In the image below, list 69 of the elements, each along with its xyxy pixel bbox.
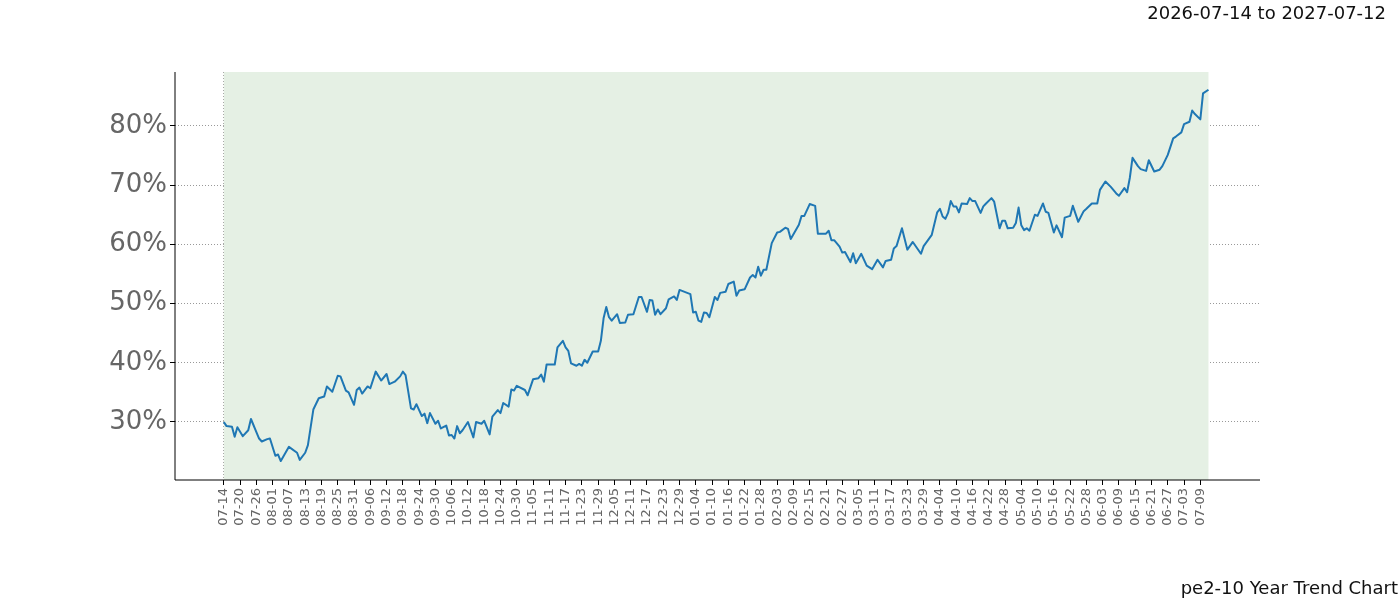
- x-tick-label: 11-29: [589, 488, 605, 526]
- x-tick-label: 09-06: [361, 488, 377, 526]
- x-tick-label: 12-17: [638, 488, 654, 526]
- x-tick-label: 03-11: [866, 488, 882, 526]
- x-tick-label: 07-20: [231, 488, 247, 526]
- x-tick-label: 09-24: [410, 488, 426, 526]
- y-tick-label: 40%: [109, 345, 167, 376]
- x-tick-label: 10-30: [508, 488, 524, 526]
- x-tick-label: 05-28: [1077, 488, 1093, 526]
- x-tick-label: 04-28: [996, 488, 1012, 526]
- x-tick-label: 07-03: [1175, 488, 1191, 526]
- y-tick-label: 60%: [109, 227, 167, 258]
- x-tick-label: 06-21: [1142, 488, 1158, 526]
- x-tick-label: 03-05: [849, 488, 865, 526]
- x-tick-label: 04-04: [931, 488, 947, 526]
- x-tick-label: 10-06: [443, 488, 459, 526]
- y-tick-label: 70%: [109, 167, 167, 198]
- x-tick-label: 03-23: [898, 488, 914, 526]
- x-tick-label: 08-13: [296, 488, 312, 526]
- x-tick-label: 09-18: [394, 488, 410, 526]
- x-tick-label: 12-11: [622, 488, 638, 526]
- x-tick-label: 02-15: [801, 488, 817, 526]
- x-tick-label: 06-03: [1094, 488, 1110, 526]
- x-tick-label: 07-09: [1191, 488, 1207, 526]
- x-tick-label: 05-16: [1045, 488, 1061, 526]
- x-tick-label: 01-10: [703, 488, 719, 526]
- x-tick-label: 05-22: [1061, 488, 1077, 526]
- x-tick-label: 05-10: [1028, 488, 1044, 526]
- x-tick-label: 12-29: [670, 488, 686, 526]
- x-tick-label: 06-15: [1126, 488, 1142, 526]
- text: pe2-10 Year Trend Chart: [1180, 577, 1398, 598]
- y-tick-label: 50%: [109, 286, 167, 317]
- x-tick-label: 08-19: [312, 488, 328, 526]
- x-tick-label: 10-12: [459, 488, 475, 526]
- x-tick-label: 11-05: [524, 488, 540, 526]
- x-tick-label: 04-16: [963, 488, 979, 526]
- x-tick-label: 08-01: [264, 488, 280, 526]
- x-tick-label: 01-04: [687, 488, 703, 526]
- x-tick-label: 01-28: [752, 488, 768, 526]
- x-tick-label: 12-23: [654, 488, 670, 526]
- x-tick-label: 07-14: [215, 488, 231, 526]
- x-tick-label: 07-26: [247, 488, 263, 526]
- x-tick-label: 06-27: [1159, 488, 1175, 526]
- y-tick-label: 30%: [109, 404, 167, 435]
- x-tick-label: 06-09: [1110, 488, 1126, 526]
- x-tick-label: 02-27: [833, 488, 849, 526]
- x-tick-label: 09-12: [377, 488, 393, 526]
- x-tick-label: 11-17: [556, 488, 572, 526]
- x-tick-label: 05-04: [1012, 488, 1028, 526]
- x-tick-label: 02-03: [768, 488, 784, 526]
- x-tick-label: 08-07: [280, 488, 296, 526]
- x-tick-label: 01-22: [736, 488, 751, 526]
- x-tick-label: 02-21: [817, 488, 833, 526]
- x-tick-label: 10-24: [491, 488, 507, 526]
- x-tick-label: 11-23: [573, 488, 589, 526]
- x-tick-label: 02-09: [784, 488, 800, 526]
- x-tick-label: 08-25: [329, 488, 345, 526]
- x-tick-label: 04-10: [947, 488, 963, 526]
- x-tick-label: 12-05: [605, 488, 621, 526]
- x-tick-label: 08-31: [345, 488, 361, 526]
- x-tick-label: 01-16: [719, 488, 735, 526]
- x-tick-label: 04-22: [980, 488, 996, 526]
- y-tick-label: 80%: [109, 108, 167, 139]
- chart-title: 2026-07-14 to 2027-07-12: [1147, 2, 1386, 23]
- x-tick-label: 10-18: [475, 488, 491, 526]
- x-tick-label: 03-29: [915, 488, 931, 526]
- x-tick-label: 09-30: [426, 488, 442, 526]
- x-tick-label: 11-11: [540, 488, 556, 526]
- x-tick-label: 03-17: [882, 488, 898, 526]
